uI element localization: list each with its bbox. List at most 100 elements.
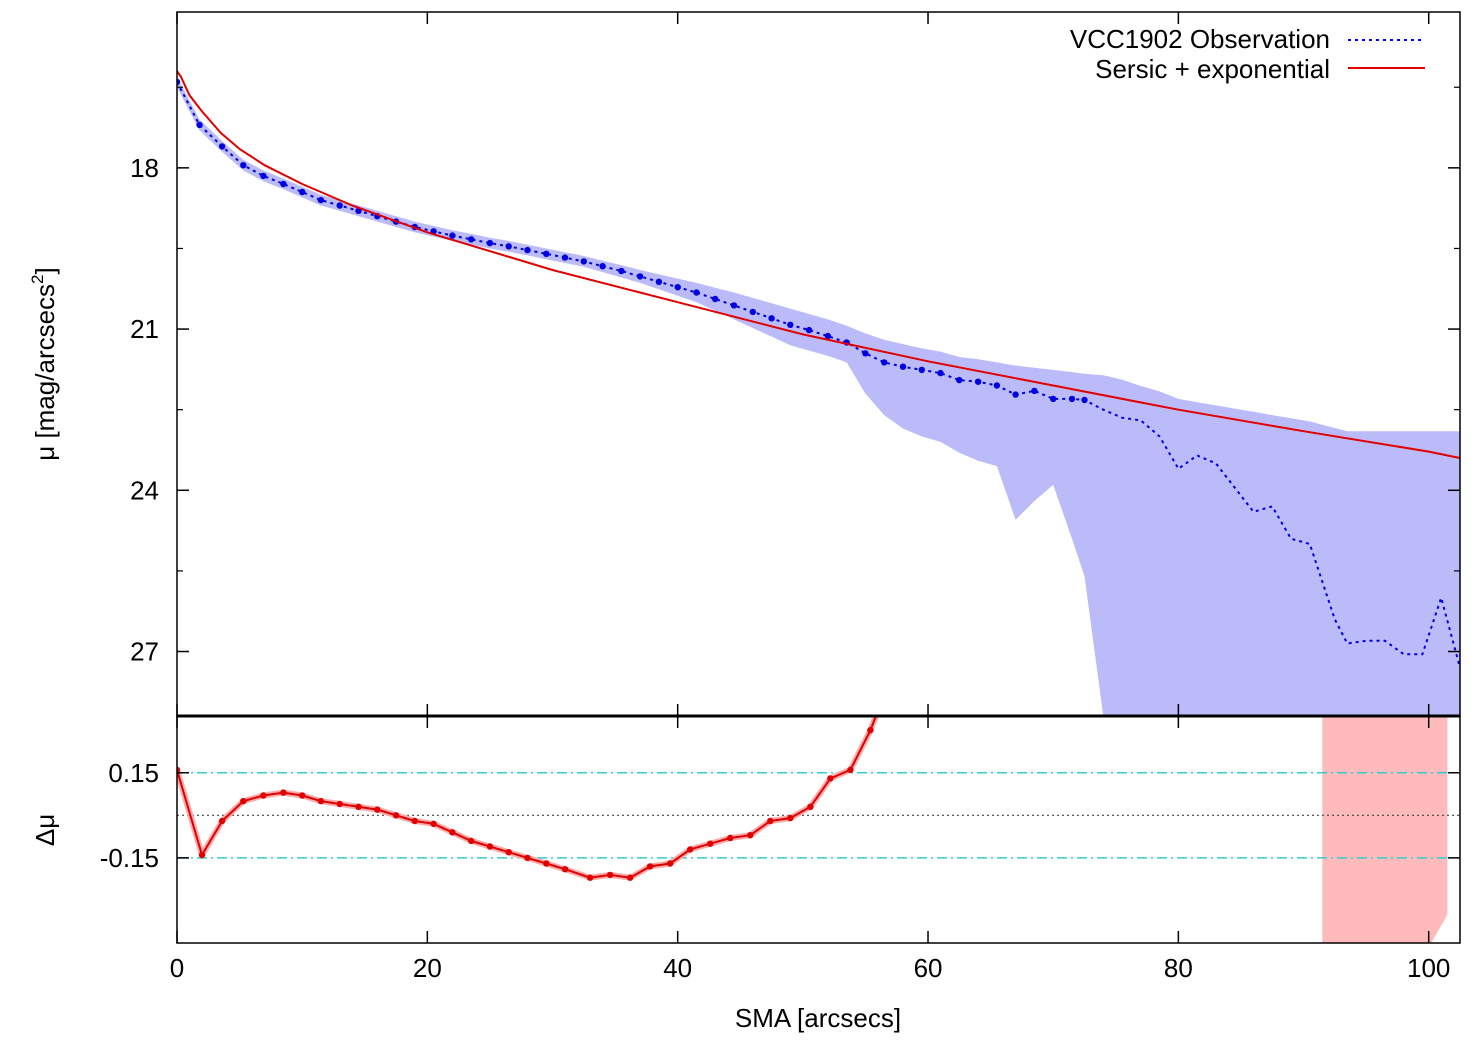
residual-point	[240, 797, 247, 805]
residual-point	[299, 792, 306, 799]
residual-point	[392, 812, 400, 819]
observation-point	[749, 308, 756, 316]
residual-point	[867, 727, 874, 734]
residual-point	[747, 832, 754, 839]
residual-panel-frame	[176, 715, 1461, 944]
observation-point	[787, 321, 794, 328]
residual-point	[767, 817, 774, 825]
residual-point	[468, 837, 475, 845]
observation-point	[956, 376, 963, 384]
observation-point	[974, 378, 982, 385]
residual-point	[486, 843, 494, 850]
observation-point	[674, 284, 681, 291]
observation-point	[468, 236, 475, 243]
x-tick-label: 20	[413, 953, 442, 983]
observation-point	[561, 254, 569, 261]
observation-point	[1012, 391, 1019, 398]
observation-point	[260, 172, 267, 180]
observation-point	[712, 295, 719, 303]
residual-point	[524, 854, 531, 862]
residual-y-tick-label: -0.15	[100, 843, 159, 873]
residual-point	[505, 849, 512, 856]
observation-point	[505, 243, 512, 250]
residual-point	[430, 820, 437, 827]
observation-point	[655, 278, 663, 285]
observation-point	[336, 202, 343, 209]
top-y-axis-label-sup: 2	[28, 274, 47, 283]
observation-point	[449, 232, 456, 239]
residual-point	[787, 814, 794, 822]
residual-point	[177, 766, 181, 774]
legend-label-model: Sersic + exponential	[1095, 54, 1330, 84]
observation-point	[1031, 387, 1038, 395]
residual-point	[900, 665, 906, 671]
residual-point	[687, 846, 694, 853]
x-tick-label: 40	[663, 953, 692, 983]
residual-point	[626, 874, 634, 881]
observation-point	[280, 180, 287, 188]
x-tick-label: 0	[170, 953, 184, 983]
residual-point	[411, 817, 418, 825]
observation-point	[618, 267, 625, 275]
residual-point	[374, 806, 381, 813]
residual-point	[847, 766, 854, 774]
observation-point	[543, 250, 550, 257]
residual-point	[667, 860, 674, 867]
residual-line	[177, 716, 878, 879]
residual-y-tick-label: 0.15	[108, 758, 159, 788]
residual-error-band	[1322, 716, 1448, 943]
x-tick-label: 60	[914, 953, 943, 983]
observation-point	[1081, 396, 1088, 404]
x-tick-label: 100	[1407, 953, 1450, 983]
observation-point	[1068, 395, 1076, 403]
observation-point	[993, 382, 1001, 389]
observation-point	[196, 121, 203, 129]
observation-point	[918, 366, 925, 374]
residual-point	[218, 817, 226, 825]
residual-point	[646, 863, 654, 870]
y-tick-label: 21	[130, 314, 159, 344]
observation-point	[937, 369, 944, 377]
observation-point	[240, 162, 247, 169]
residual-point	[561, 866, 569, 873]
profile-panel: 18 21 24 27	[130, 11, 1461, 717]
residual-point	[887, 676, 893, 682]
top-y-axis-label: μ [mag/arcsecs2]	[28, 267, 60, 461]
x-axis-label: SMA [arcsecs]	[735, 1003, 901, 1033]
observation-point	[1050, 395, 1057, 403]
observation-point	[881, 359, 888, 366]
residual-point	[260, 792, 267, 799]
residual-point	[317, 797, 325, 805]
residual-point	[543, 860, 550, 867]
observation-point	[317, 196, 325, 204]
top-y-axis-label-end: ]	[30, 267, 60, 274]
residual-point	[707, 840, 714, 847]
legend: VCC1902 Observation Sersic + exponential	[1070, 24, 1425, 84]
observation-point	[899, 363, 907, 370]
observation-point	[805, 326, 813, 334]
y-tick-label: 18	[130, 153, 159, 183]
residual-point	[727, 834, 734, 842]
observation-point	[862, 350, 869, 357]
observation-point	[730, 302, 738, 309]
observation-point	[524, 246, 531, 254]
residual-point	[606, 871, 614, 879]
y-tick-label: 27	[130, 637, 159, 667]
observation-point	[768, 315, 775, 322]
y-tick-label: 24	[130, 475, 159, 505]
observation-point	[824, 332, 832, 340]
residual-panel: 0.15 -0.15 0 20 40 60 80 100	[100, 665, 1461, 983]
residual-point	[449, 829, 456, 836]
residual-point	[280, 789, 287, 796]
residual-point	[355, 803, 362, 810]
top-y-axis-label-main: μ [mag/arcsecs	[30, 284, 60, 461]
observation-point	[486, 239, 494, 247]
observation-point	[693, 289, 700, 296]
residual-point	[198, 851, 206, 859]
observation-error-band	[177, 76, 1460, 716]
observation-point	[636, 273, 644, 280]
residual-point	[827, 775, 834, 782]
observation-point	[580, 258, 587, 265]
x-tick-label: 80	[1164, 953, 1193, 983]
observation-point	[599, 263, 606, 270]
